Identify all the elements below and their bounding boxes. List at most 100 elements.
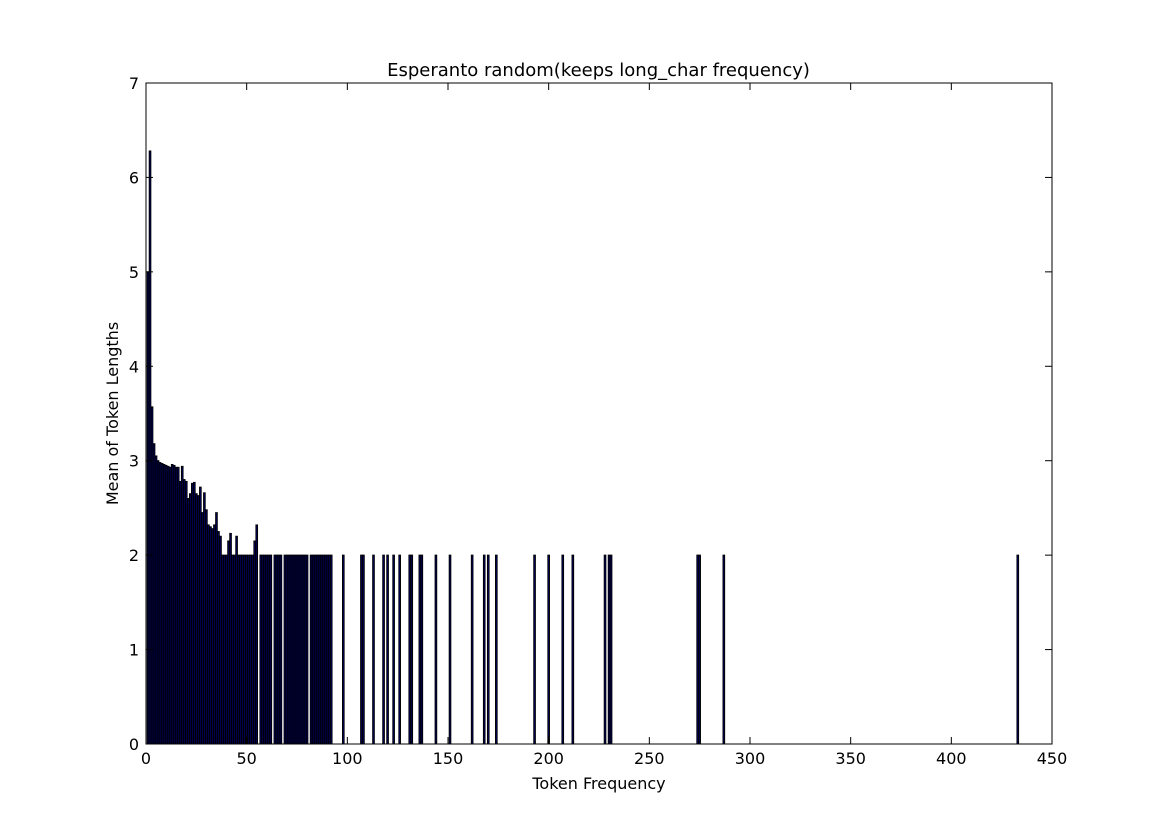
bar <box>609 554 613 745</box>
bar <box>698 554 701 745</box>
bar <box>287 554 291 745</box>
y-tick-label: 5 <box>129 263 139 282</box>
bar <box>313 554 317 745</box>
bar <box>329 554 333 745</box>
y-tick-label: 0 <box>129 735 139 754</box>
x-tick-label: 50 <box>236 749 256 768</box>
bar <box>195 493 198 745</box>
chart-title: Esperanto random(keeps long_char frequen… <box>387 60 810 81</box>
x-axis-label: Token Frequency <box>531 774 665 793</box>
bar <box>273 554 277 745</box>
bar <box>203 492 206 745</box>
x-tick-label: 250 <box>634 749 665 768</box>
bar <box>289 554 293 745</box>
y-tick-label: 1 <box>129 641 139 660</box>
bar <box>301 554 305 745</box>
bar <box>193 481 196 745</box>
x-tick-label: 300 <box>735 749 766 768</box>
bar <box>227 540 230 745</box>
bar <box>172 464 176 745</box>
bar <box>291 554 295 745</box>
x-tick-label: 200 <box>533 749 564 768</box>
bar <box>386 554 389 745</box>
bar <box>191 482 194 745</box>
bar <box>420 554 424 745</box>
bar <box>561 554 565 745</box>
bar <box>285 554 289 745</box>
bar <box>265 554 269 745</box>
bar <box>199 486 202 745</box>
bar <box>164 464 168 745</box>
x-tick-label: 400 <box>936 749 967 768</box>
bar <box>182 479 186 745</box>
bar <box>293 554 297 745</box>
bar <box>207 524 210 745</box>
bar <box>325 554 329 745</box>
bar <box>392 554 395 745</box>
bar <box>156 460 160 745</box>
bar <box>362 554 365 745</box>
bar <box>408 554 412 745</box>
bar <box>482 554 486 745</box>
bar <box>209 526 212 745</box>
bar <box>398 554 401 745</box>
bar <box>255 524 259 745</box>
bar <box>269 554 273 745</box>
bar <box>176 466 180 745</box>
bar <box>237 554 240 745</box>
bar <box>184 480 188 745</box>
y-tick-label: 2 <box>129 546 139 565</box>
bar <box>372 554 375 745</box>
bar <box>197 495 200 745</box>
bar <box>251 554 255 745</box>
bar <box>295 554 299 745</box>
bar <box>533 554 536 745</box>
ticks-group: 0 50 100 150 200 250 300 350 400 450 0 1 2 3 4 5 6 7 <box>129 74 1067 768</box>
bar <box>243 554 246 745</box>
bar <box>215 512 218 745</box>
bar <box>470 554 474 745</box>
bar <box>279 554 283 745</box>
bar <box>319 554 323 745</box>
bar <box>267 554 271 745</box>
bar <box>221 554 224 745</box>
bar <box>571 554 575 745</box>
bar <box>448 554 452 745</box>
bar <box>158 462 162 745</box>
bar <box>327 554 331 745</box>
y-tick-label: 3 <box>129 452 139 471</box>
bar <box>259 554 263 745</box>
bar <box>219 535 222 745</box>
bar <box>382 554 385 745</box>
bar <box>233 554 236 745</box>
bar <box>180 465 184 745</box>
y-tick-label: 6 <box>129 168 139 187</box>
bar <box>1016 554 1020 745</box>
bar <box>283 554 287 745</box>
bar <box>317 554 321 745</box>
bar <box>154 455 158 745</box>
bar <box>229 532 232 745</box>
bar <box>160 463 164 745</box>
bar <box>188 493 192 745</box>
bar <box>309 554 313 745</box>
bar <box>303 554 307 745</box>
bar <box>174 466 178 745</box>
bar <box>170 463 174 745</box>
bar <box>150 406 154 745</box>
bar <box>603 554 607 745</box>
bar <box>360 554 363 745</box>
bar <box>205 509 208 745</box>
bar <box>247 554 250 745</box>
bar <box>235 535 238 745</box>
bar <box>418 554 422 745</box>
bar <box>241 554 244 745</box>
bar <box>311 554 315 745</box>
bar <box>239 554 242 745</box>
x-tick-label: 0 <box>141 749 151 768</box>
bar <box>211 528 214 745</box>
bar <box>410 554 414 745</box>
plot-frame <box>145 82 1053 745</box>
x-tick-label: 100 <box>332 749 363 768</box>
